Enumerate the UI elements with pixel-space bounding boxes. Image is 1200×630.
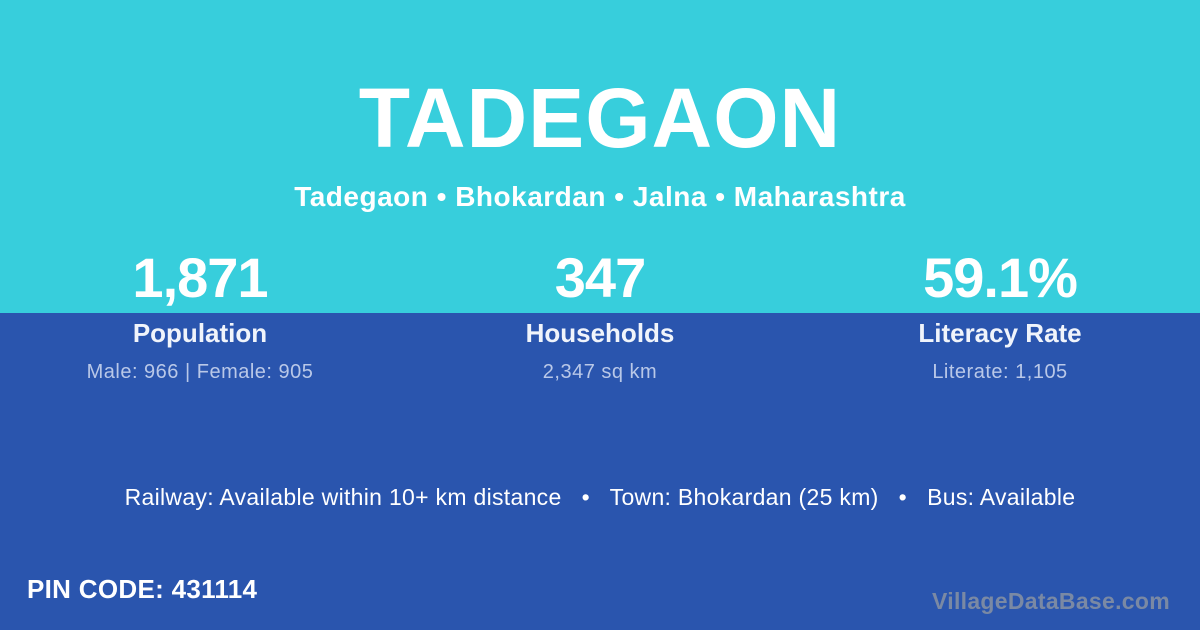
top-section-background <box>0 0 1200 313</box>
literacy-value: 59.1% <box>923 246 1078 309</box>
population-label: Population <box>132 318 268 348</box>
households-value: 347 <box>554 246 646 309</box>
households-label: Households <box>525 318 675 348</box>
transport-info-line: Railway: Available within 10+ km distanc… <box>124 484 1076 510</box>
stat-literacy: 59.1% Literacy Rate Literate: 1,105 <box>800 246 1200 383</box>
population-value: 1,871 <box>132 246 268 309</box>
literacy-label: Literacy Rate <box>918 318 1082 348</box>
literacy-detail: Literate: 1,105 <box>932 361 1068 383</box>
stat-households: 347 Households 2,347 sq km <box>400 246 800 383</box>
page-title: TADEGAON <box>358 71 842 165</box>
stats-row: 1,871 Population Male: 966 | Female: 905… <box>0 246 1200 383</box>
pin-code: PIN CODE: 431114 <box>27 574 258 604</box>
breadcrumb: Tadegaon • Bhokardan • Jalna • Maharasht… <box>294 181 906 212</box>
watermark: VillageDataBase.com <box>932 588 1170 614</box>
households-detail: 2,347 sq km <box>542 361 658 383</box>
stat-population: 1,871 Population Male: 966 | Female: 905 <box>0 246 400 383</box>
population-detail: Male: 966 | Female: 905 <box>86 361 314 383</box>
bottom-section-background <box>0 313 1200 630</box>
